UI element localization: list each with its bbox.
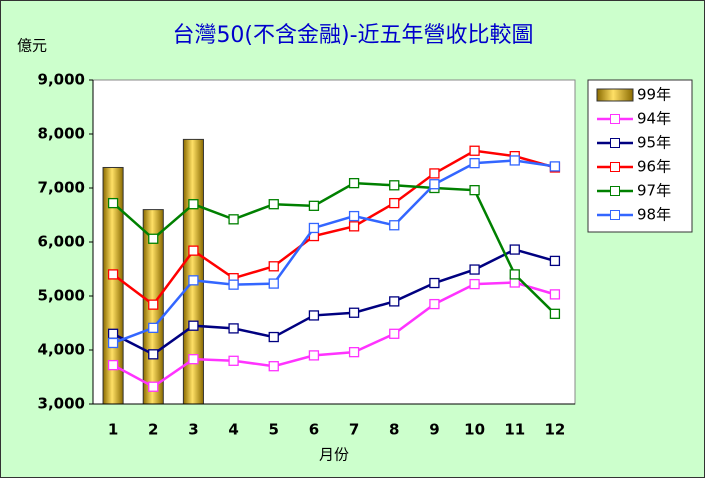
marker (389, 197, 400, 209)
x-tick-label: 1 (108, 421, 118, 439)
marker (308, 310, 320, 321)
marker (348, 210, 360, 222)
legend-swatch (610, 162, 620, 172)
marker (107, 269, 119, 280)
line (112, 159, 556, 345)
marker (469, 158, 480, 169)
x-tick-label: 3 (188, 421, 198, 439)
marker (107, 197, 119, 209)
marker (148, 233, 159, 244)
legend (587, 79, 693, 233)
marker (389, 180, 400, 191)
marker (188, 275, 199, 286)
y-tick-label: 5,000 (38, 287, 85, 305)
x-tick-label: 11 (504, 421, 525, 439)
line (112, 181, 556, 315)
x-tick-label: 8 (389, 421, 399, 439)
y-tick-label: 4,000 (38, 341, 85, 359)
marker (429, 168, 440, 179)
marker (188, 199, 199, 210)
y-axis-label: 億元 (17, 37, 47, 55)
legend-swatch (610, 138, 620, 148)
legend-swatch (610, 210, 620, 220)
marker (509, 155, 520, 166)
marker (148, 299, 159, 310)
marker (348, 307, 360, 318)
line (112, 149, 556, 307)
marker (107, 359, 119, 371)
line (112, 281, 556, 389)
marker (148, 381, 159, 392)
marker (429, 298, 440, 310)
marker (549, 308, 561, 319)
legend-label: 99年 (637, 86, 671, 104)
marker (429, 179, 440, 190)
marker (509, 244, 520, 255)
legend-label: 96年 (637, 158, 671, 176)
legend-label: 98年 (637, 206, 671, 224)
chart-title: 台灣50(不含金融)-近五年營收比較圖 (172, 23, 533, 48)
line (112, 248, 556, 356)
marker (268, 331, 279, 343)
marker (228, 214, 239, 225)
legend-swatch (610, 186, 620, 196)
marker (469, 264, 480, 275)
marker (107, 337, 119, 349)
marker (549, 289, 561, 300)
marker (268, 261, 279, 272)
marker (348, 177, 360, 189)
marker (389, 328, 400, 339)
legend-label: 97年 (637, 182, 671, 200)
marker (308, 222, 320, 234)
marker (268, 278, 279, 289)
marker (188, 354, 199, 365)
y-tick-label: 9,000 (38, 71, 85, 89)
marker (268, 361, 279, 372)
marker (107, 328, 119, 339)
x-tick-label: 7 (349, 421, 359, 439)
marker (469, 185, 480, 196)
marker (148, 349, 159, 360)
x-tick-label: 5 (269, 421, 279, 439)
marker (308, 200, 320, 211)
marker (228, 323, 239, 334)
marker (268, 199, 279, 210)
legend-label: 94年 (637, 110, 671, 128)
x-tick-label: 12 (544, 421, 565, 439)
marker (188, 245, 199, 256)
plot-area (92, 79, 576, 405)
marker (228, 355, 239, 366)
y-tick-label: 3,000 (38, 395, 85, 413)
marker (389, 296, 400, 307)
marker (549, 161, 561, 172)
marker (148, 322, 159, 334)
x-axis-label: 月份 (319, 446, 349, 464)
x-tick-label: 4 (228, 421, 238, 439)
marker (228, 279, 239, 290)
marker (509, 269, 520, 280)
y-tick-label: 7,000 (38, 179, 85, 197)
marker (188, 320, 199, 331)
marker (549, 255, 561, 267)
marker (308, 350, 320, 361)
marker (348, 347, 360, 358)
marker (348, 221, 360, 232)
marker (429, 277, 440, 289)
legend-label: 95年 (637, 134, 671, 152)
y-tick-label: 8,000 (38, 125, 85, 143)
legend-swatch (596, 88, 634, 102)
x-tick-label: 6 (309, 421, 319, 439)
y-tick-label: 6,000 (38, 233, 85, 251)
x-tick-label: 9 (429, 421, 439, 439)
x-tick-label: 10 (464, 421, 485, 439)
marker (469, 145, 480, 156)
x-tick-label: 2 (148, 421, 158, 439)
marker (469, 278, 480, 290)
legend-swatch (610, 114, 620, 124)
marker (389, 220, 400, 231)
